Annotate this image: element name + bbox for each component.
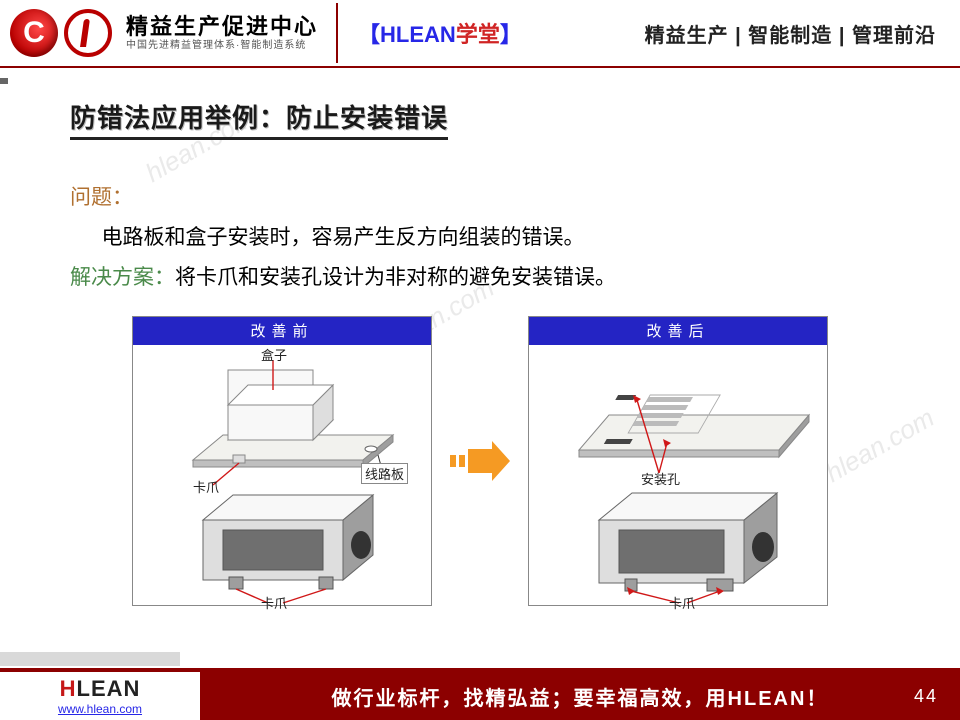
hlean-school-label: 【HLEAN学堂】	[358, 17, 522, 49]
panel-before-body: 盒子 卡爪 线路板 卡爪	[133, 345, 431, 605]
footer-stripe-gray	[0, 652, 180, 666]
header: C 精益生产促进中心 中国先进精益管理体系·智能制造系统 【HLEAN学堂】 精…	[0, 0, 960, 68]
logo-l-icon	[64, 9, 112, 57]
logo-subtitle: 中国先进精益管理体系·智能制造系统	[126, 40, 318, 51]
panel-after-header: 改善后	[529, 317, 827, 345]
problem-label: 问题：	[70, 186, 133, 209]
label-claw-bottom: 卡爪	[261, 593, 287, 612]
problem-text: 电路板和盒子安装时，容易产生反方向组装的错误。	[102, 218, 891, 258]
solution-label: 解决方案：	[70, 266, 175, 289]
diagram-row: 改善前	[70, 316, 890, 606]
label-claw-top: 卡爪	[193, 477, 219, 496]
logo-c-icon: C	[10, 9, 58, 57]
label-claw-after: 卡爪	[669, 593, 695, 612]
logo-text: 精益生产促进中心 中国先进精益管理体系·智能制造系统	[126, 15, 318, 50]
panel-after-body: 安装孔 卡爪	[529, 345, 827, 605]
arrow-icon	[450, 441, 510, 481]
panel-after: 改善后	[528, 316, 828, 606]
footer-left: HLEAN www.hlean.com	[0, 672, 200, 720]
panel-before: 改善前	[132, 316, 432, 606]
solution-text: 将卡爪和安装孔设计为非对称的避免安装错误。	[175, 266, 616, 289]
header-tags: 精益生产 | 智能制造 | 管理前沿	[645, 19, 936, 48]
logo-block: C 精益生产促进中心 中国先进精益管理体系·智能制造系统	[0, 9, 318, 57]
footer: HLEAN www.hlean.com 做行业标杆，找精弘益；要幸福高效，用HL…	[0, 672, 960, 720]
page-number: 44	[914, 686, 938, 707]
footer-brand: HLEAN	[60, 676, 141, 702]
logo-title: 精益生产促进中心	[126, 15, 318, 39]
body-text: 问题： 电路板和盒子安装时，容易产生反方向组装的错误。 解决方案：将卡爪和安装孔…	[70, 178, 890, 298]
content: 防错法应用举例：防止安装错误 问题： 电路板和盒子安装时，容易产生反方向组装的错…	[0, 68, 960, 606]
footer-url: www.hlean.com	[58, 702, 142, 716]
header-divider	[336, 3, 338, 63]
slide-title: 防错法应用举例：防止安装错误	[70, 98, 448, 140]
label-box: 盒子	[261, 345, 287, 364]
label-hole: 安装孔	[641, 469, 680, 488]
panel-before-header: 改善前	[133, 317, 431, 345]
footer-slogan: 做行业标杆，找精弘益；要幸福高效，用HLEAN！	[332, 682, 829, 711]
footer-right: 做行业标杆，找精弘益；要幸福高效，用HLEAN！ 44	[200, 672, 960, 720]
label-pcb: 线路板	[361, 463, 408, 484]
